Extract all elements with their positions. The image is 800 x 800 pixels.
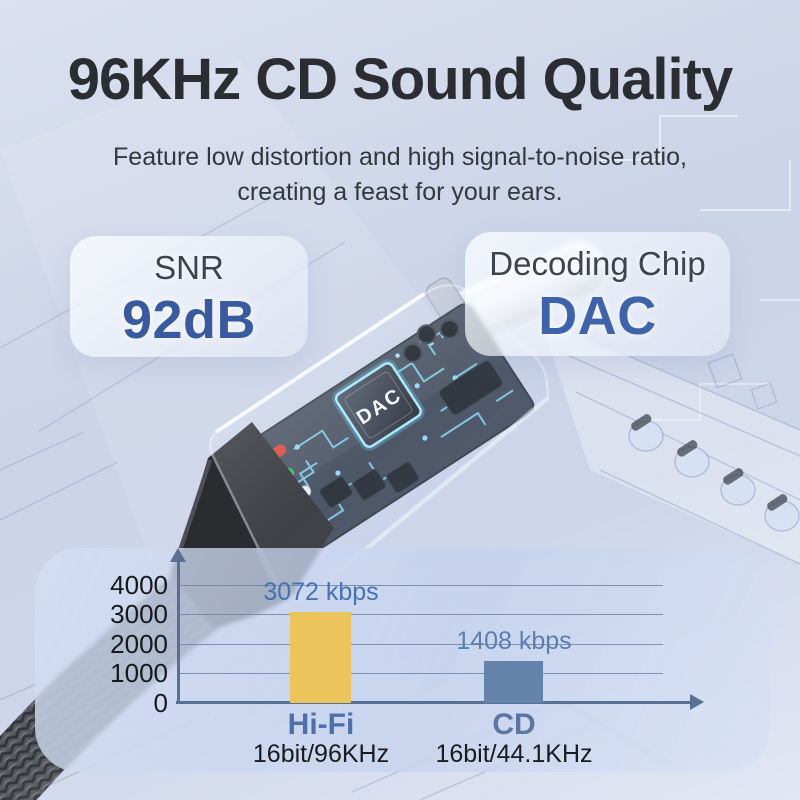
page-title: 96KHz CD Sound Quality — [67, 47, 733, 112]
y-tick-3000: 3000 — [110, 599, 168, 629]
x-axis-arrow — [690, 694, 704, 710]
subtitle: Feature low distortion and high signal-t… — [0, 140, 800, 210]
x-axis — [176, 701, 690, 704]
bar-value-hifi: 3072 kbps — [263, 578, 379, 606]
bar-value-cd: 1408 kbps — [456, 627, 572, 655]
category-sublabel-hifi: 16bit/96KHz — [252, 740, 390, 768]
bitrate-chart-panel: 4000 3000 2000 1000 0 3072 kbps 1408 kbp… — [35, 548, 770, 772]
snr-value: 92dB — [121, 290, 257, 350]
y-tick-1000: 1000 — [110, 658, 168, 688]
y-tick-2000: 2000 — [110, 629, 168, 659]
category-label-cd: CD — [492, 708, 536, 741]
category-sublabel-cd: 16bit/44.1KHz — [435, 740, 593, 768]
y-axis — [177, 560, 180, 703]
y-axis-arrow — [170, 548, 186, 562]
gridline-2000 — [180, 644, 663, 645]
bar-cd — [484, 661, 543, 703]
gridline-4000 — [180, 585, 663, 586]
snr-badge: SNR 92dB — [70, 236, 308, 357]
gridline-3000 — [180, 614, 663, 615]
decoding-chip-badge: Decoding Chip DAC — [465, 232, 730, 356]
subtitle-line-1: Feature low distortion and high signal-t… — [113, 143, 687, 171]
y-tick-0: 0 — [153, 688, 168, 718]
category-label-hifi: Hi-Fi — [287, 708, 355, 741]
subtitle-line-2: creating a feast for your ears. — [237, 178, 563, 206]
snr-label: SNR — [154, 249, 224, 286]
decoding-chip-label: Decoding Chip — [489, 245, 706, 282]
bar-hifi — [290, 612, 351, 703]
decoding-chip-value: DAC — [538, 286, 657, 346]
y-tick-4000: 4000 — [110, 570, 168, 600]
gridline-1000 — [180, 673, 663, 674]
